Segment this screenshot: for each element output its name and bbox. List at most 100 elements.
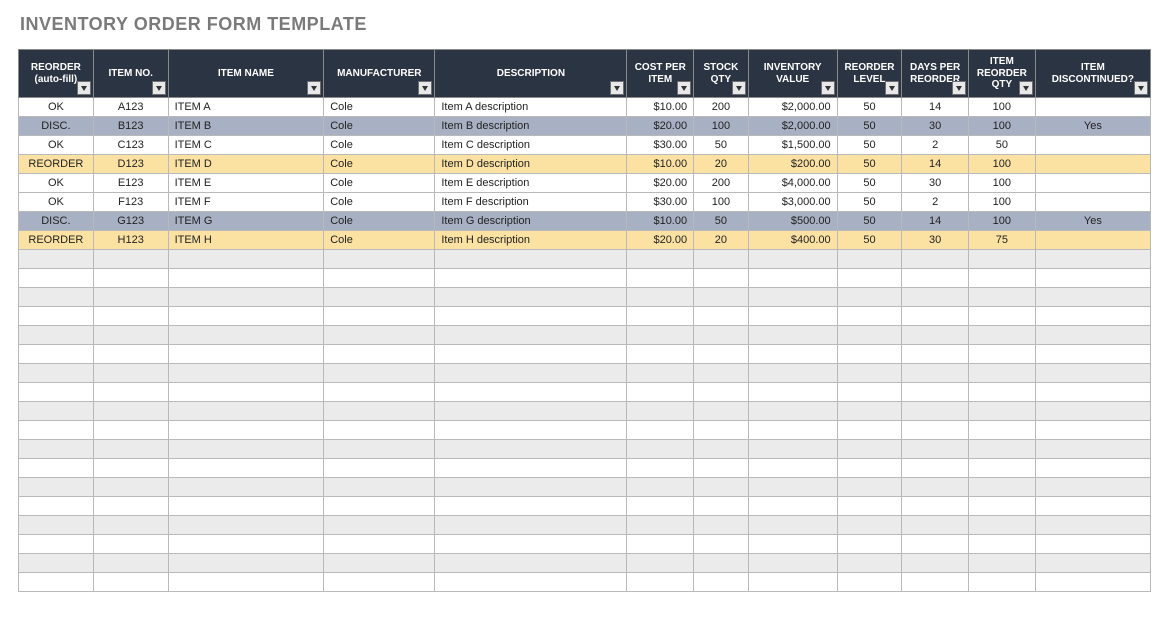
- cell-empty[interactable]: [324, 516, 435, 535]
- cell-empty[interactable]: [748, 459, 837, 478]
- cell-cost[interactable]: $10.00: [627, 155, 694, 174]
- cell-stock_qty[interactable]: 100: [694, 193, 749, 212]
- cell-empty[interactable]: [627, 535, 694, 554]
- cell-empty[interactable]: [969, 459, 1036, 478]
- cell-empty[interactable]: [93, 345, 168, 364]
- cell-empty[interactable]: [435, 364, 627, 383]
- cell-reorder[interactable]: OK: [19, 136, 94, 155]
- cell-empty[interactable]: [837, 269, 902, 288]
- cell-description[interactable]: Item D description: [435, 155, 627, 174]
- cell-empty[interactable]: [1035, 383, 1150, 402]
- cell-empty[interactable]: [694, 535, 749, 554]
- cell-empty[interactable]: [19, 288, 94, 307]
- cell-empty[interactable]: [1035, 345, 1150, 364]
- cell-manufacturer[interactable]: Cole: [324, 155, 435, 174]
- cell-empty[interactable]: [627, 516, 694, 535]
- cell-empty[interactable]: [748, 383, 837, 402]
- cell-inv_value[interactable]: $1,500.00: [748, 136, 837, 155]
- cell-empty[interactable]: [93, 250, 168, 269]
- cell-empty[interactable]: [627, 269, 694, 288]
- cell-empty[interactable]: [969, 516, 1036, 535]
- cell-item_name[interactable]: ITEM A: [168, 98, 324, 117]
- cell-empty[interactable]: [902, 326, 969, 345]
- cell-empty[interactable]: [837, 440, 902, 459]
- cell-empty[interactable]: [19, 554, 94, 573]
- cell-empty[interactable]: [748, 288, 837, 307]
- cell-empty[interactable]: [168, 554, 324, 573]
- filter-dropdown-icon[interactable]: [418, 81, 432, 95]
- cell-empty[interactable]: [435, 535, 627, 554]
- cell-empty[interactable]: [837, 516, 902, 535]
- cell-empty[interactable]: [19, 440, 94, 459]
- cell-description[interactable]: Item B description: [435, 117, 627, 136]
- cell-description[interactable]: Item H description: [435, 231, 627, 250]
- cell-empty[interactable]: [93, 383, 168, 402]
- filter-dropdown-icon[interactable]: [77, 81, 91, 95]
- cell-empty[interactable]: [435, 516, 627, 535]
- cell-empty[interactable]: [168, 573, 324, 592]
- cell-empty[interactable]: [168, 345, 324, 364]
- cell-empty[interactable]: [694, 383, 749, 402]
- cell-manufacturer[interactable]: Cole: [324, 117, 435, 136]
- cell-inv_value[interactable]: $4,000.00: [748, 174, 837, 193]
- cell-empty[interactable]: [837, 288, 902, 307]
- cell-empty[interactable]: [19, 383, 94, 402]
- cell-empty[interactable]: [837, 497, 902, 516]
- cell-empty[interactable]: [694, 573, 749, 592]
- cell-empty[interactable]: [748, 307, 837, 326]
- cell-empty[interactable]: [837, 307, 902, 326]
- cell-empty[interactable]: [627, 288, 694, 307]
- cell-reorder_level[interactable]: 50: [837, 174, 902, 193]
- cell-empty[interactable]: [19, 535, 94, 554]
- cell-empty[interactable]: [627, 459, 694, 478]
- cell-empty[interactable]: [19, 516, 94, 535]
- cell-empty[interactable]: [902, 269, 969, 288]
- cell-empty[interactable]: [694, 402, 749, 421]
- cell-empty[interactable]: [969, 269, 1036, 288]
- cell-empty[interactable]: [435, 383, 627, 402]
- cell-item_name[interactable]: ITEM E: [168, 174, 324, 193]
- cell-empty[interactable]: [435, 326, 627, 345]
- cell-empty[interactable]: [627, 364, 694, 383]
- cell-reorder_qty[interactable]: 100: [969, 155, 1036, 174]
- cell-item_name[interactable]: ITEM D: [168, 155, 324, 174]
- cell-description[interactable]: Item G description: [435, 212, 627, 231]
- cell-empty[interactable]: [168, 421, 324, 440]
- cell-discontinued[interactable]: [1035, 193, 1150, 212]
- cell-cost[interactable]: $20.00: [627, 231, 694, 250]
- cell-empty[interactable]: [168, 383, 324, 402]
- cell-empty[interactable]: [748, 497, 837, 516]
- cell-empty[interactable]: [19, 250, 94, 269]
- cell-empty[interactable]: [969, 326, 1036, 345]
- cell-empty[interactable]: [435, 554, 627, 573]
- filter-dropdown-icon[interactable]: [1134, 81, 1148, 95]
- cell-empty[interactable]: [93, 326, 168, 345]
- cell-inv_value[interactable]: $200.00: [748, 155, 837, 174]
- cell-empty[interactable]: [902, 535, 969, 554]
- cell-empty[interactable]: [93, 497, 168, 516]
- cell-empty[interactable]: [694, 307, 749, 326]
- cell-manufacturer[interactable]: Cole: [324, 174, 435, 193]
- cell-empty[interactable]: [1035, 535, 1150, 554]
- cell-empty[interactable]: [902, 307, 969, 326]
- cell-reorder_qty[interactable]: 100: [969, 117, 1036, 136]
- cell-empty[interactable]: [902, 421, 969, 440]
- cell-empty[interactable]: [902, 554, 969, 573]
- cell-description[interactable]: Item C description: [435, 136, 627, 155]
- cell-manufacturer[interactable]: Cole: [324, 136, 435, 155]
- cell-empty[interactable]: [1035, 516, 1150, 535]
- cell-reorder_level[interactable]: 50: [837, 136, 902, 155]
- cell-reorder_qty[interactable]: 75: [969, 231, 1036, 250]
- cell-empty[interactable]: [902, 402, 969, 421]
- cell-empty[interactable]: [1035, 326, 1150, 345]
- cell-empty[interactable]: [1035, 440, 1150, 459]
- cell-empty[interactable]: [435, 288, 627, 307]
- cell-discontinued[interactable]: [1035, 155, 1150, 174]
- cell-empty[interactable]: [969, 250, 1036, 269]
- cell-empty[interactable]: [694, 364, 749, 383]
- cell-empty[interactable]: [902, 478, 969, 497]
- cell-days_reorder[interactable]: 2: [902, 193, 969, 212]
- cell-empty[interactable]: [694, 459, 749, 478]
- cell-empty[interactable]: [902, 288, 969, 307]
- cell-empty[interactable]: [93, 535, 168, 554]
